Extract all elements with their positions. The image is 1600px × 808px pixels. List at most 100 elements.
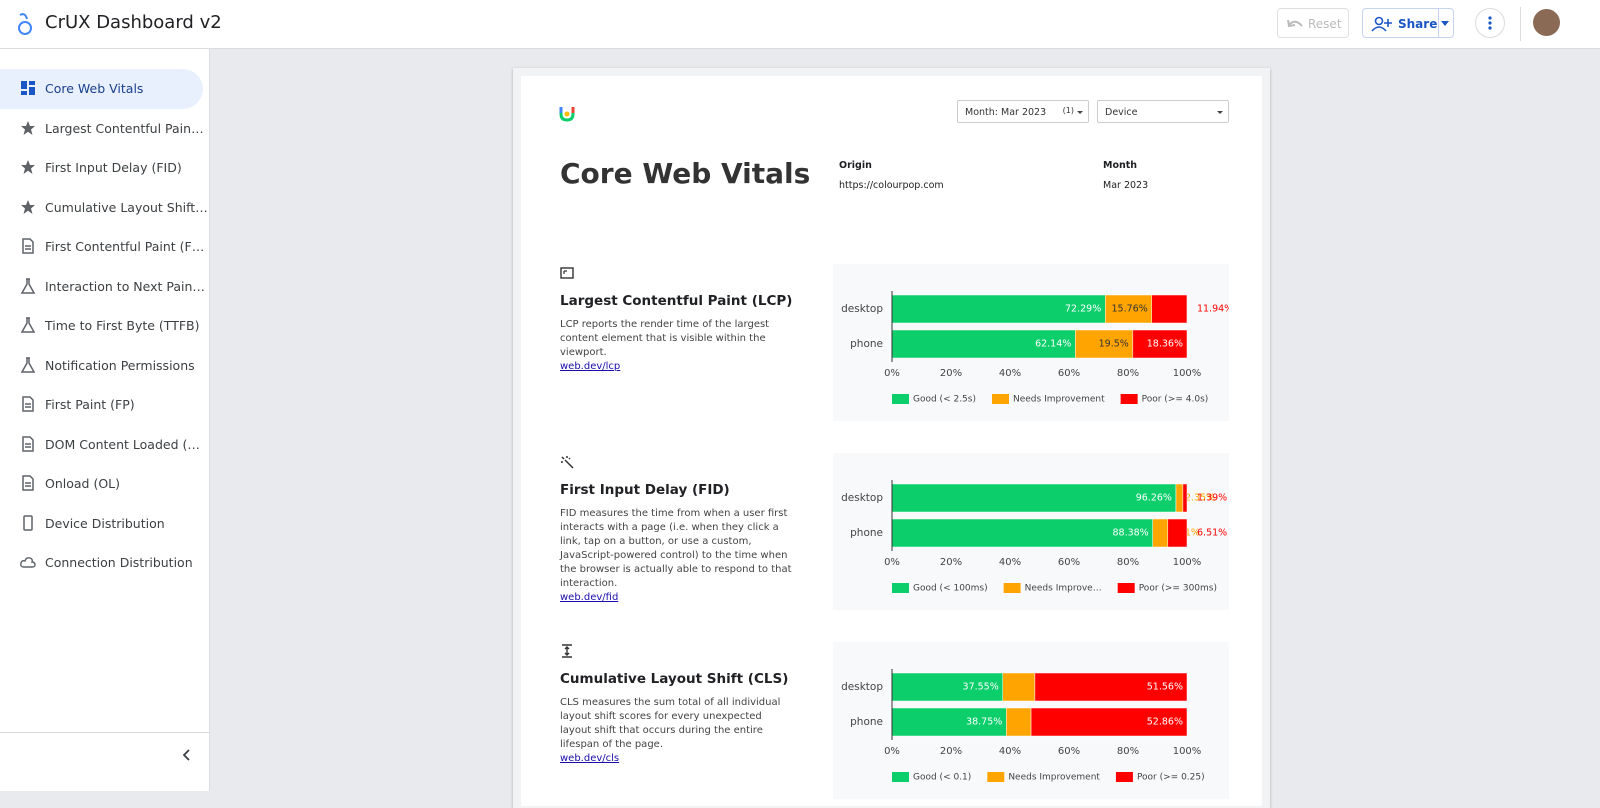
nav-item[interactable]: Core Web Vitals [0, 69, 203, 109]
nav-label: Notification Permissions [45, 357, 195, 373]
nav-item[interactable]: Onload (OL) [0, 464, 203, 504]
nav-item[interactable]: First Input Delay (FID) [0, 148, 203, 188]
legend-label: Poor (>= 0.25) [1137, 773, 1205, 783]
x-tick-label: 60% [1058, 557, 1080, 568]
nav-label: Largest Contentful Pain… [45, 120, 204, 136]
device-filter[interactable]: Device [1097, 100, 1229, 123]
bar-segment [1132, 329, 1188, 359]
bar-segment [1034, 672, 1188, 702]
nav-icon [21, 160, 35, 174]
section-description: FID measures the time from when a user f… [560, 507, 796, 605]
value-label: 6.51% [1197, 528, 1227, 539]
y-tick-label: phone [850, 716, 883, 728]
nav-item[interactable]: Largest Contentful Pain… [0, 109, 204, 149]
legend-label: Good (< 0.1) [913, 773, 971, 783]
y-tick-label: desktop [841, 492, 883, 504]
report-page: Month: Mar 2023 (1) Device Core Web Vita… [521, 76, 1262, 806]
origin-label: Origin [839, 160, 872, 171]
value-label: 38.75% [966, 717, 1002, 728]
more-button[interactable] [1475, 8, 1505, 38]
nav-label: First Contentful Paint (F… [45, 239, 205, 254]
nav-icon [20, 356, 36, 373]
nav-icon [23, 514, 33, 531]
more-icon [1488, 16, 1492, 30]
nav-label: Core Web Vitals [45, 81, 144, 96]
bar-chart: 0% 20% 40% 60% 80% 100% desktop phone 72.29% 15.7… [841, 291, 1233, 405]
x-tick-label: 0% [884, 746, 900, 757]
section-link[interactable]: web.dev/fid [560, 592, 619, 603]
nav-item[interactable]: DOM Content Loaded (… [0, 425, 203, 465]
legend-label: Poor (>= 4.0s) [1142, 395, 1209, 405]
value-label: 51.56% [1147, 682, 1183, 693]
nav-icon [22, 475, 34, 491]
nav-label: First Input Delay (FID) [45, 160, 182, 175]
section-title: Largest Contentful Paint (LCP) [560, 293, 793, 309]
nav-item[interactable]: Cumulative Layout Shift… [0, 188, 208, 228]
legend-swatch [987, 772, 1005, 782]
legend-swatch [1003, 583, 1021, 593]
nav-label: DOM Content Loaded (… [45, 436, 200, 452]
app-title: CrUX Dashboard v2 [45, 12, 222, 33]
bar-segment [891, 483, 1177, 513]
chart-box: 0%20%40%60%80%100%desktopphone37.55%10.8… [833, 642, 1229, 799]
section-link[interactable]: web.dev/lcp [560, 361, 621, 372]
nav-icon [20, 277, 36, 294]
nav-item[interactable]: Connection Distribution [0, 543, 203, 583]
nav-item[interactable]: Time to First Byte (TTFB) [0, 306, 203, 346]
nav-icon [22, 396, 34, 412]
legend-label: Poor (>= 300ms) [1139, 584, 1217, 594]
month-label: Month [1103, 160, 1138, 171]
bar-chart: 0%20%40%60%80%100%desktopphone37.55%10.8… [841, 669, 1205, 783]
legend-swatch [892, 394, 909, 404]
logo [18, 13, 32, 35]
bar-segment [1075, 329, 1134, 359]
legend-label: Good (< 100ms) [913, 584, 988, 594]
nav-label: Onload (OL) [45, 476, 121, 491]
nav-icon [21, 120, 35, 135]
x-tick-label: 80% [1117, 557, 1139, 568]
nav-icon [22, 435, 34, 452]
avatar[interactable] [1533, 9, 1560, 36]
section-icon [562, 644, 572, 658]
divider [1520, 7, 1521, 41]
section-link[interactable]: web.dev/cls [560, 753, 620, 764]
nav-icon [21, 81, 35, 95]
nav-icon [20, 557, 36, 568]
nav-item[interactable]: Device Distribution [0, 504, 203, 544]
undo-icon [1287, 19, 1303, 28]
value-label: 15.76% [1112, 304, 1148, 315]
legend-swatch [992, 394, 1009, 404]
bar-segment [891, 707, 1007, 737]
nav-label: Device Distribution [45, 515, 165, 531]
reset-button[interactable]: Reset [1277, 8, 1349, 38]
x-tick-label: 100% [1173, 368, 1202, 379]
value-label: 18.36% [1147, 339, 1183, 350]
collapse-button[interactable] [181, 748, 193, 762]
legend-swatch [1117, 583, 1135, 593]
report-logo [559, 107, 575, 122]
bar-segment [1152, 518, 1169, 548]
bar-segment [1182, 483, 1188, 513]
x-tick-label: 60% [1058, 368, 1080, 379]
bar-segment [891, 294, 1106, 324]
dropdown-arrow[interactable] [1441, 21, 1451, 27]
value-label: 72.29% [1065, 304, 1101, 315]
x-tick-label: 20% [940, 746, 962, 757]
nav-item[interactable]: First Paint (FP) [0, 385, 203, 425]
dropdown-arrow [1077, 111, 1083, 114]
nav-item[interactable]: First Contentful Paint (F… [0, 227, 205, 267]
nav-icon [20, 317, 36, 333]
section-title: First Input Delay (FID) [560, 482, 730, 498]
y-tick-label: desktop [841, 303, 883, 315]
nav-item[interactable]: Interaction to Next Pain… [0, 267, 205, 307]
x-tick-label: 60% [1058, 746, 1080, 757]
value-label: 11.94% [1197, 304, 1229, 315]
top-bar: CrUX Dashboard v2 Reset Share [0, 0, 1600, 49]
share-button[interactable]: Share [1362, 8, 1454, 38]
value-label: 62.14% [1035, 339, 1071, 350]
section-icon [561, 456, 574, 469]
month-filter[interactable]: Month: Mar 2023 (1) [957, 100, 1089, 123]
nav-item[interactable]: Notification Permissions [0, 346, 203, 386]
x-tick-label: 20% [940, 557, 962, 568]
share-icon [1371, 16, 1392, 32]
